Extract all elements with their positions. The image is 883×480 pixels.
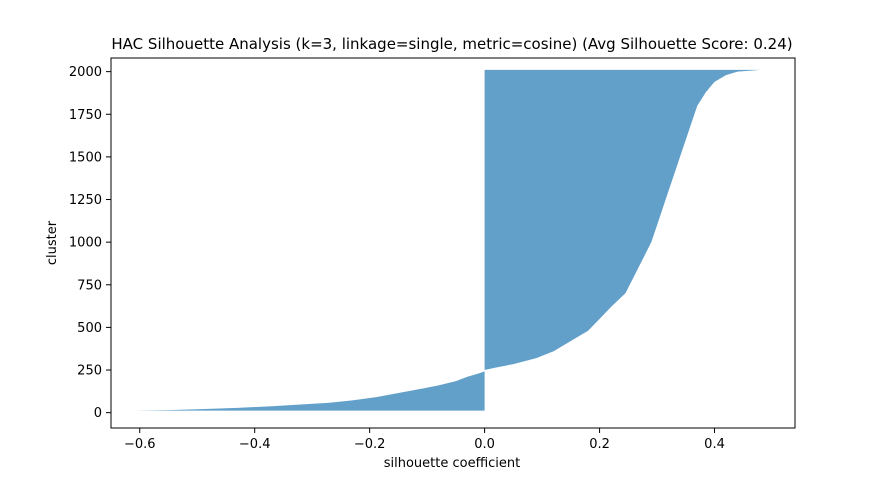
y-tick-label: 2000 [69,65,102,80]
x-axis: −0.6 −0.4 −0.2 0.0 0.2 0.4 [124,428,725,452]
axes-frame [110,57,796,429]
y-tick-label: 1250 [69,193,102,208]
y-tick-label: 500 [77,321,102,336]
x-tick-label: −0.6 [124,437,156,452]
x-tick-label: 0.4 [704,437,725,452]
x-tick-label: −0.4 [239,437,271,452]
x-axis-label: silhouette coefficient [384,456,521,471]
y-tick-label: 1000 [69,236,102,251]
y-axis: 0 250 500 750 1000 1250 1500 1750 2000 [69,65,111,421]
silhouette-area-series-0 [134,69,761,411]
x-tick-label: 0.0 [474,437,495,452]
y-axis-label: cluster [45,220,60,265]
plot-area [110,57,796,429]
y-tick-label: 1750 [69,108,102,123]
x-tick-label: 0.2 [589,437,610,452]
series-layer [134,69,761,411]
y-tick-label: 0 [94,406,102,421]
y-tick-label: 250 [77,364,102,379]
x-tick-label: −0.2 [354,437,386,452]
chart-title: HAC Silhouette Analysis (k=3, linkage=si… [111,35,792,53]
y-tick-label: 1500 [69,150,102,165]
y-tick-label: 750 [77,278,102,293]
